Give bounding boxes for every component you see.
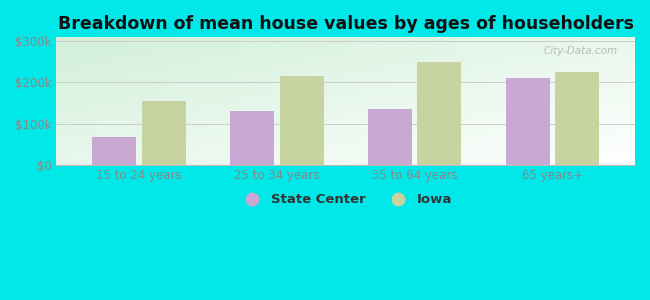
Text: City-Data.com: City-Data.com bbox=[543, 46, 618, 56]
Bar bbox=[92, 137, 136, 165]
Bar bbox=[555, 72, 599, 165]
Bar bbox=[506, 78, 550, 165]
Bar bbox=[417, 62, 462, 165]
Legend: State Center, Iowa: State Center, Iowa bbox=[234, 188, 458, 212]
Title: Breakdown of mean house values by ages of householders: Breakdown of mean house values by ages o… bbox=[58, 15, 634, 33]
Bar bbox=[230, 111, 274, 165]
Bar bbox=[368, 109, 412, 165]
Bar bbox=[280, 76, 324, 165]
Bar bbox=[142, 101, 186, 165]
